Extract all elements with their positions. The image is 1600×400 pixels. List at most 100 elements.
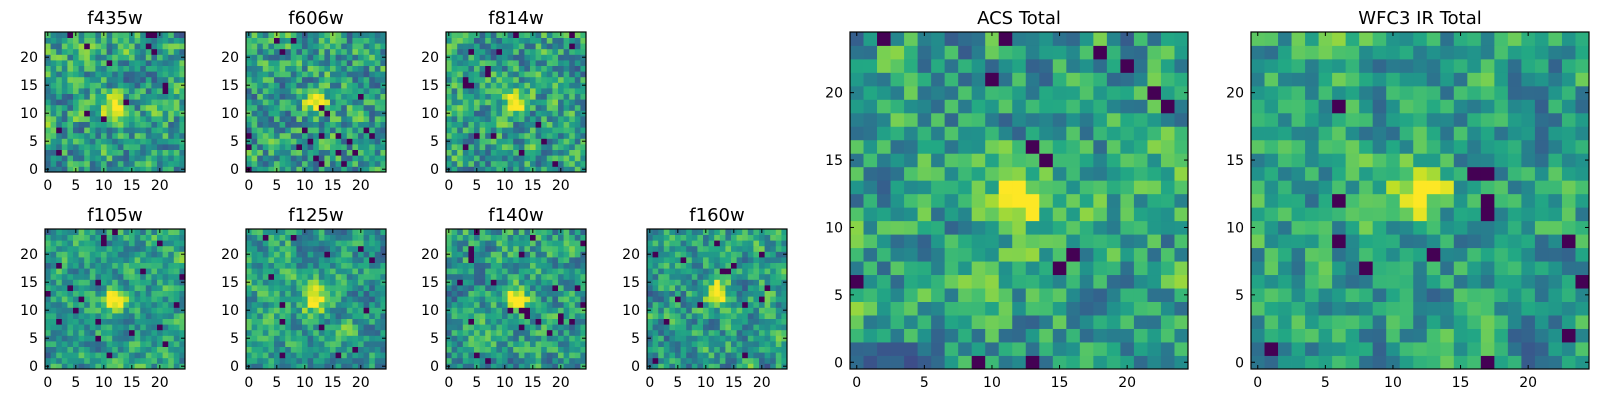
heatmap-cell [262, 138, 269, 145]
heatmap-cell [524, 363, 531, 370]
heatmap-cell [73, 240, 79, 247]
heatmap-cell [552, 257, 559, 263]
heatmap-cell [129, 290, 135, 297]
heatmap-cell [714, 240, 721, 247]
heatmap-cell [134, 99, 141, 106]
heatmap-cell [134, 324, 141, 331]
heatmap-cell [574, 357, 581, 364]
heatmap-cell [535, 279, 542, 286]
heatmap-cell [84, 76, 91, 83]
heatmap-cell [697, 245, 704, 252]
heatmap-cell [1066, 315, 1081, 329]
heatmap-cell [574, 262, 581, 269]
heatmap-cell [95, 251, 102, 258]
heatmap-cell [374, 301, 381, 308]
heatmap-cell [140, 329, 147, 336]
heatmap-cell [145, 116, 152, 122]
heatmap-cell [468, 43, 475, 50]
heatmap-cell [274, 324, 280, 331]
heatmap-cell [251, 155, 258, 162]
heatmap-cell [580, 313, 587, 319]
heatmap-cell [759, 307, 765, 314]
heatmap-cell [318, 104, 325, 111]
heatmap-cell [485, 166, 492, 173]
heatmap-cell [262, 257, 269, 263]
heatmap-cell [129, 324, 135, 331]
heatmap-cell [296, 335, 303, 342]
heatmap-cell [95, 54, 102, 61]
heatmap-cell [134, 290, 141, 297]
heatmap-cell [330, 144, 336, 150]
heatmap-cell [251, 296, 258, 303]
heatmap-cell [736, 363, 743, 370]
heatmap-cell [268, 43, 275, 50]
heatmap-cell [369, 324, 376, 331]
heatmap-cell [106, 296, 113, 303]
heatmap-cell [468, 262, 475, 269]
heatmap-cell [971, 355, 986, 370]
heatmap-cell [1174, 261, 1189, 276]
x-tick-label: 15 [324, 178, 342, 194]
heatmap-cell [296, 262, 303, 269]
heatmap-cell [179, 240, 186, 247]
heatmap-cell [151, 341, 158, 347]
heatmap-cell [518, 273, 525, 280]
heatmap-cell [374, 245, 381, 252]
heatmap-cell [446, 93, 452, 100]
heatmap-cell [101, 155, 107, 162]
heatmap-cell [358, 296, 364, 303]
heatmap-cell [552, 357, 559, 364]
heatmap-cell [468, 279, 475, 286]
heatmap-cell [173, 144, 180, 150]
heatmap-cell [507, 251, 514, 258]
heatmap-cell [535, 60, 542, 66]
heatmap-cells [647, 229, 788, 370]
heatmap-cell [479, 88, 486, 94]
heatmap-cell [45, 155, 51, 162]
heatmap-cell [324, 166, 331, 173]
heatmap-cell [358, 155, 364, 162]
heatmap-cell [279, 48, 286, 55]
heatmap-cell [446, 37, 452, 44]
heatmap-cell [546, 82, 553, 89]
heatmap-cell [541, 71, 548, 78]
heatmap-cell [714, 341, 721, 347]
heatmap-cell [352, 43, 359, 50]
heatmap-cell [274, 346, 280, 353]
heatmap-cell [307, 296, 314, 303]
heatmap-cell [1079, 342, 1094, 356]
heatmap-cell [56, 346, 63, 353]
heatmap-cell [513, 357, 520, 364]
heatmap-cell [753, 290, 760, 297]
heatmap-cell [502, 313, 508, 319]
heatmap-cell [67, 132, 74, 139]
heatmap-cell [313, 127, 320, 134]
heatmap-cell [257, 104, 264, 111]
heatmap-cell [770, 352, 777, 359]
heatmap-cell [770, 301, 777, 308]
heatmap-cell [691, 268, 698, 275]
heatmap-cell [50, 43, 57, 50]
heatmap-cell [753, 268, 760, 275]
heatmap-cell [140, 32, 147, 38]
heatmap-cell [106, 32, 113, 38]
heatmap-cell [117, 110, 124, 117]
heatmap-cell [574, 290, 581, 297]
heatmap-cell [290, 268, 297, 275]
heatmap-cell [490, 88, 497, 94]
heatmap-cell [714, 279, 721, 286]
heatmap-cell [56, 121, 63, 128]
heatmap-cell [680, 324, 687, 331]
heatmap-cell [346, 290, 353, 297]
heatmap-cell [663, 324, 670, 331]
heatmap-cell [290, 245, 297, 252]
heatmap-cell [446, 257, 452, 263]
heatmap-cell [524, 341, 531, 347]
heatmap-cell [162, 88, 169, 94]
heatmap-cell [61, 54, 68, 61]
heatmap-cell [569, 127, 576, 134]
heatmap-cell [535, 318, 542, 325]
heatmap-cell [535, 363, 542, 370]
heatmap-cell [313, 149, 320, 156]
